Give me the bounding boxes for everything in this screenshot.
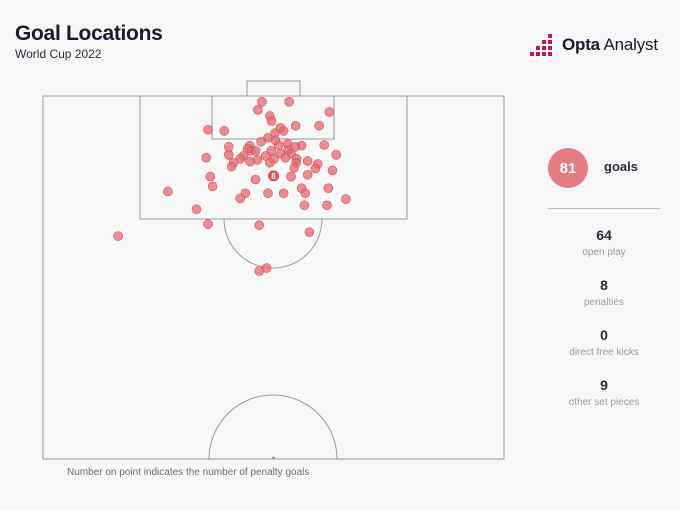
pitch-chart: 8 xyxy=(42,80,505,460)
goal-point xyxy=(163,186,173,197)
goal-point xyxy=(310,163,321,174)
stat-other-set-pieces: 9 other set pieces xyxy=(548,377,660,408)
goal-point xyxy=(327,165,338,176)
total-goals-label: goals xyxy=(604,159,638,174)
total-goals-value: 81 xyxy=(559,159,577,177)
goal-point xyxy=(257,97,267,107)
penalty-point-group: 8 xyxy=(268,170,279,182)
goal-point xyxy=(223,142,234,152)
stat-value: 8 xyxy=(600,277,608,293)
goal-point xyxy=(278,188,289,199)
stat-value: 9 xyxy=(600,377,608,393)
stat-value: 0 xyxy=(600,327,608,343)
chart-subtitle: World Cup 2022 xyxy=(15,47,102,61)
goal-point xyxy=(265,157,275,168)
goal-point xyxy=(323,183,334,194)
goal-points xyxy=(113,97,351,276)
total-goals-badge: 81 xyxy=(548,148,588,188)
goal-point xyxy=(250,174,261,185)
stat-label: open play xyxy=(582,247,626,258)
goal-point xyxy=(314,120,324,131)
stat-penalties: 8 penalties xyxy=(548,277,660,308)
goal-point xyxy=(302,156,313,166)
centre-spot xyxy=(272,456,275,460)
footnote: Number on point indicates the number of … xyxy=(67,467,310,478)
stat-direct-free-kicks: 0 direct free kicks xyxy=(548,327,660,358)
brand-name: Opta Analyst xyxy=(562,35,658,54)
goal-point xyxy=(223,150,234,160)
stat-value: 64 xyxy=(596,227,612,243)
stat-label: penalties xyxy=(583,297,625,308)
stat-label: other set pieces xyxy=(568,397,640,408)
goal-point xyxy=(245,156,255,167)
goal-point xyxy=(289,163,300,173)
goal-point xyxy=(290,120,301,131)
goal-point xyxy=(270,135,281,146)
stat-label: direct free kicks xyxy=(569,347,639,358)
goal-point xyxy=(226,161,237,172)
pitch-lines xyxy=(42,80,505,460)
brand-logo: Opta Analyst xyxy=(530,32,658,58)
goal-point xyxy=(302,169,313,180)
goal-point xyxy=(205,171,216,182)
penalty-arc xyxy=(223,218,323,269)
chart-title: Goal Locations xyxy=(15,22,163,45)
goal-point xyxy=(242,143,253,154)
goal-point xyxy=(304,227,315,237)
bar-chart-icon xyxy=(530,34,552,56)
goal-point xyxy=(253,104,263,115)
goal-point xyxy=(201,152,211,163)
goal-point xyxy=(300,188,311,199)
goal-point xyxy=(280,152,291,163)
goal-point xyxy=(254,266,265,276)
goal-point xyxy=(322,200,332,211)
penalty-point xyxy=(268,170,279,182)
penalty-count-label: 8 xyxy=(271,172,276,181)
goal-point xyxy=(263,188,273,199)
goal xyxy=(246,80,301,97)
goal-point xyxy=(299,200,310,211)
goal-point xyxy=(284,97,294,107)
goal-point xyxy=(207,181,218,192)
goal-point xyxy=(219,126,229,136)
goal-point xyxy=(341,194,351,204)
goal-point xyxy=(203,219,213,229)
goal-point xyxy=(235,193,246,204)
goal-point xyxy=(113,231,123,241)
goal-point xyxy=(191,204,202,215)
stat-open-play: 64 open play xyxy=(548,227,660,258)
goal-point xyxy=(286,171,296,182)
goal-point xyxy=(203,124,213,135)
goal-point xyxy=(256,136,266,147)
goal-point xyxy=(319,140,330,150)
goal-point xyxy=(324,107,335,117)
summary-divider xyxy=(548,208,660,209)
centre-circle xyxy=(208,394,338,460)
goal-point xyxy=(254,220,265,231)
goal-point xyxy=(266,116,277,126)
goal-point xyxy=(331,150,341,160)
goal-point xyxy=(275,123,286,133)
